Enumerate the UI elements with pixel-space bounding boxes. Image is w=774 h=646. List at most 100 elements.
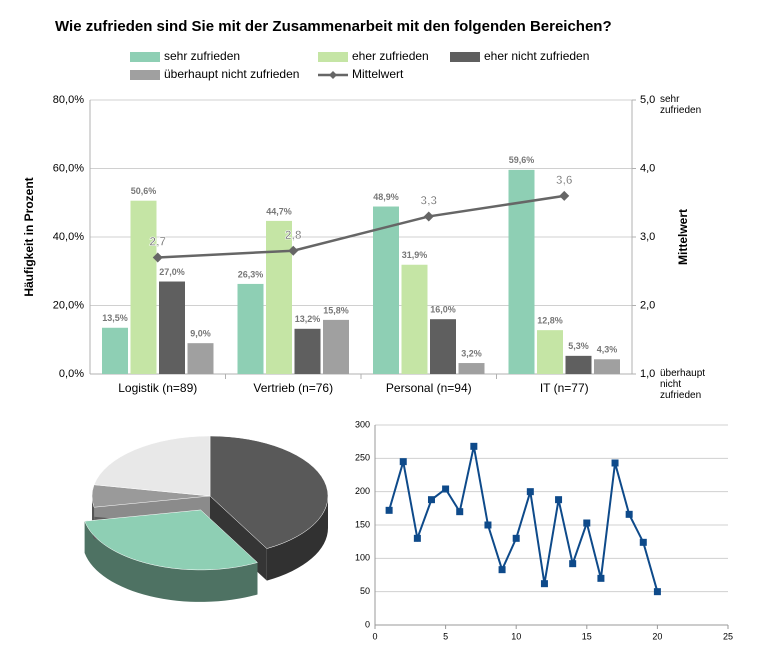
y2-annotation: sehr zufrieden — [660, 94, 702, 116]
y-tick-label: 0,0% — [59, 368, 84, 380]
legend-label: Mittelwert — [352, 67, 404, 81]
y-tick-label: 300 — [355, 419, 370, 429]
x-tick-label: 20 — [652, 631, 662, 641]
x-tick-label: 0 — [372, 631, 377, 641]
data-label: 13,2% — [295, 314, 321, 324]
bar — [430, 319, 456, 374]
bar — [187, 343, 214, 374]
data-point — [597, 574, 605, 582]
data-label: 9,0% — [190, 329, 211, 339]
data-point — [442, 485, 450, 493]
bar — [537, 330, 563, 374]
data-point — [456, 508, 464, 516]
data-label: 48,9% — [373, 192, 399, 202]
data-point — [540, 580, 548, 588]
y2-tick-label: 2,0 — [640, 299, 655, 311]
data-label: 4,3% — [597, 345, 618, 355]
mean-marker — [288, 245, 299, 256]
pie-slice — [93, 435, 211, 497]
bar — [458, 363, 485, 374]
data-point — [385, 506, 393, 514]
bar — [237, 283, 264, 374]
legend-swatch — [318, 52, 348, 62]
y2-tick-label: 1,0 — [640, 368, 655, 380]
data-label: 59,6% — [509, 155, 535, 165]
y-tick-label: 80,0% — [53, 94, 84, 106]
y2-tick-label: 5,0 — [640, 94, 655, 106]
bar — [565, 355, 592, 374]
mean-marker — [423, 211, 434, 222]
data-point — [413, 534, 421, 542]
y-tick-label: 150 — [355, 519, 370, 529]
y-tick-label: 100 — [355, 553, 370, 563]
pie-side — [266, 496, 328, 581]
y2-axis-label: Mittelwert — [676, 209, 690, 265]
data-point — [555, 496, 563, 504]
data-label: 5,3% — [568, 341, 589, 351]
data-point — [526, 488, 534, 496]
legend-label: eher zufrieden — [352, 49, 429, 63]
data-line — [388, 446, 659, 592]
legend-label: eher nicht zufrieden — [484, 49, 589, 63]
x-tick-label: 10 — [511, 631, 521, 641]
x-tick-label: Vertrieb (n=76) — [253, 381, 333, 395]
data-label: 15,8% — [323, 305, 349, 315]
legend-swatch — [329, 71, 337, 79]
data-label: 12,8% — [537, 316, 563, 326]
x-tick-label: 15 — [582, 631, 592, 641]
legend-label: sehr zufrieden — [164, 49, 240, 63]
x-tick-label: Personal (n=94) — [386, 381, 472, 395]
bar — [594, 359, 620, 374]
y-tick-label: 20,0% — [53, 299, 84, 311]
legend-swatch — [450, 52, 480, 62]
pie-side — [84, 521, 258, 602]
data-point — [484, 521, 492, 529]
data-point — [498, 566, 506, 574]
y-axis-label: Häufigkeit in Prozent — [22, 177, 36, 296]
data-label: 44,7% — [266, 206, 292, 216]
data-label: 16,0% — [430, 305, 456, 315]
legend-label: überhaupt nicht zufrieden — [164, 67, 299, 81]
mean-label: 2,8 — [285, 228, 302, 242]
mean-marker — [559, 190, 570, 201]
bar — [323, 319, 349, 374]
y2-annotation: überhaupt nicht zufrieden — [660, 368, 706, 401]
bar — [373, 206, 399, 374]
pie-slice — [84, 509, 258, 571]
bar — [401, 264, 428, 374]
mean-marker — [152, 252, 163, 263]
data-point — [653, 588, 661, 596]
x-tick-label: 25 — [723, 631, 733, 641]
legend-swatch — [130, 70, 160, 80]
bar — [294, 328, 321, 374]
data-point — [611, 459, 619, 467]
y-tick-label: 0 — [365, 619, 370, 629]
mean-label: 3,3 — [420, 194, 437, 208]
data-point — [625, 510, 633, 518]
data-point — [639, 538, 647, 546]
data-point — [399, 458, 407, 466]
y-tick-label: 50 — [360, 586, 370, 596]
data-label: 3,2% — [461, 348, 482, 358]
data-label: 26,3% — [238, 269, 264, 279]
x-tick-label: IT (n=77) — [540, 381, 589, 395]
x-tick-label: 5 — [443, 631, 448, 641]
mean-label: 2,7 — [149, 235, 166, 249]
data-point — [512, 534, 520, 542]
data-point — [470, 442, 478, 450]
x-tick-label: Logistik (n=89) — [118, 381, 197, 395]
data-point — [569, 560, 577, 568]
y2-tick-label: 4,0 — [640, 162, 655, 174]
mean-line — [157, 194, 565, 259]
pie-slice — [209, 435, 329, 549]
y-tick-label: 250 — [355, 453, 370, 463]
legend-swatch — [130, 52, 160, 62]
bar — [102, 327, 128, 374]
data-label: 27,0% — [159, 267, 185, 277]
y-tick-label: 200 — [355, 486, 370, 496]
bar — [159, 281, 185, 374]
bar — [130, 200, 157, 374]
y2-tick-label: 3,0 — [640, 231, 655, 243]
